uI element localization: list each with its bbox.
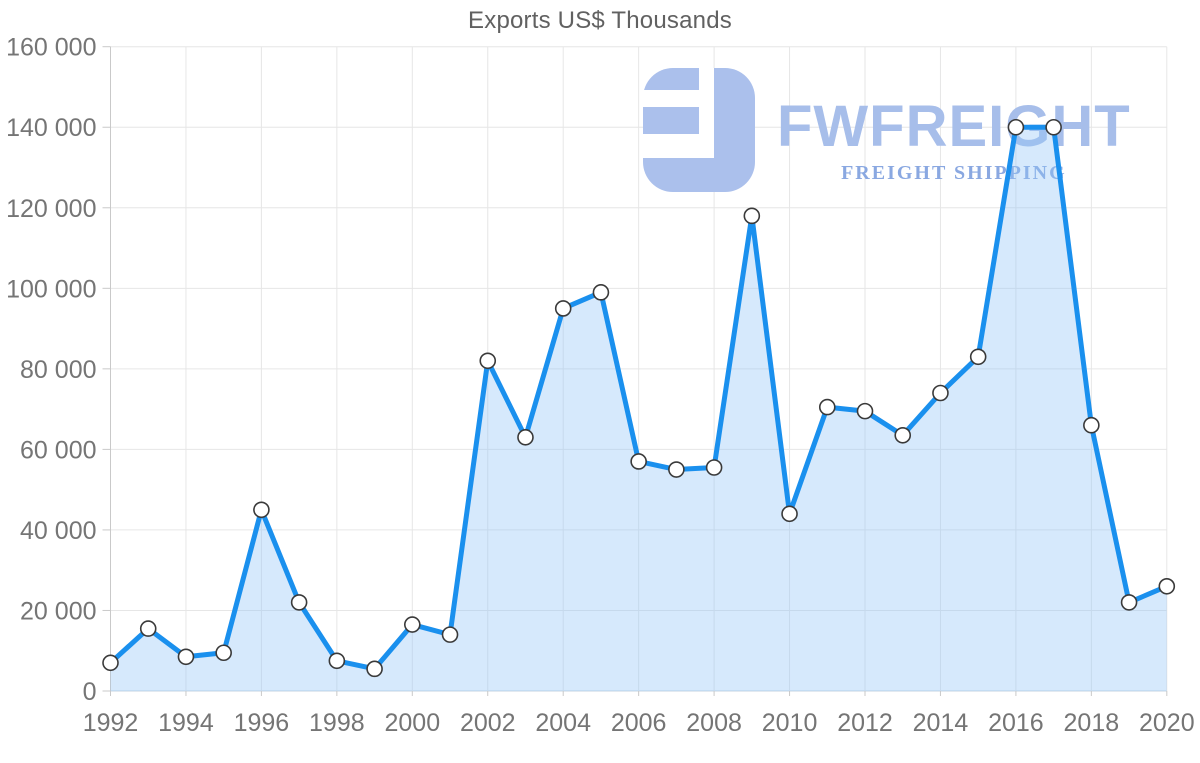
data-point-marker-2015[interactable]	[969, 348, 987, 366]
exports-area-fill	[110, 127, 1167, 692]
data-point-marker-2019[interactable]	[1120, 594, 1138, 611]
x-axis-label: 2004	[535, 709, 591, 737]
data-point-marker-2011[interactable]	[818, 398, 836, 416]
data-point-marker-2014[interactable]	[932, 384, 949, 402]
x-axis-label: 1998	[309, 709, 365, 737]
data-point-marker-2020[interactable]	[1158, 578, 1176, 595]
y-axis-label: 60 000	[20, 436, 96, 464]
x-axis-label: 2002	[460, 709, 516, 737]
data-point-marker-2013[interactable]	[894, 426, 912, 444]
x-axis-label: 2018	[1064, 709, 1120, 737]
data-point-marker-2017[interactable]	[1045, 118, 1062, 136]
y-axis-label: 80 000	[20, 356, 96, 384]
x-axis-label: 2020	[1139, 709, 1195, 737]
data-point-marker-1994[interactable]	[177, 648, 195, 666]
x-axis-label: 2008	[686, 709, 742, 737]
y-axis-label: 100 000	[6, 275, 96, 303]
y-axis-label: 120 000	[6, 195, 96, 223]
data-point-marker-2009[interactable]	[743, 207, 761, 225]
x-axis-label: 2000	[384, 709, 440, 737]
data-point-marker-1993[interactable]	[139, 620, 157, 637]
data-point-marker-2002[interactable]	[479, 352, 497, 370]
y-axis-label: 0	[83, 678, 97, 706]
data-point-marker-1996[interactable]	[253, 501, 270, 519]
data-point-marker-1997[interactable]	[290, 594, 308, 611]
data-point-marker-2010[interactable]	[781, 505, 798, 523]
data-point-marker-2000[interactable]	[403, 616, 421, 633]
y-axis-label: 20 000	[20, 597, 96, 625]
x-axis-label: 2010	[762, 709, 818, 737]
x-axis-label: 2006	[611, 709, 667, 737]
data-point-marker-2004[interactable]	[554, 300, 572, 317]
data-point-marker-2003[interactable]	[517, 429, 534, 446]
data-point-marker-2006[interactable]	[630, 453, 647, 470]
data-point-marker-1995[interactable]	[215, 644, 232, 662]
data-point-marker-2005[interactable]	[592, 284, 610, 301]
x-axis-label: 2012	[837, 709, 893, 737]
chart-title: Exports US$ Thousands	[468, 7, 732, 34]
data-point-marker-2016[interactable]	[1007, 118, 1025, 136]
y-axis-label: 160 000	[6, 34, 96, 62]
y-axis-label: 40 000	[20, 517, 96, 545]
data-point-marker-1999[interactable]	[366, 660, 383, 678]
x-axis-label: 2016	[988, 709, 1044, 737]
data-point-marker-1992[interactable]	[102, 654, 119, 672]
data-point-marker-2001[interactable]	[441, 626, 459, 643]
data-point-marker-2007[interactable]	[668, 461, 685, 478]
x-axis-label: 2014	[913, 709, 969, 737]
x-axis-label: 1992	[83, 709, 139, 737]
y-axis-label: 140 000	[6, 114, 96, 142]
data-point-marker-2018[interactable]	[1083, 416, 1100, 434]
data-point-marker-2008[interactable]	[705, 459, 723, 476]
data-point-marker-2012[interactable]	[856, 402, 874, 420]
x-axis-label: 1994	[158, 709, 214, 737]
data-point-marker-1998[interactable]	[328, 652, 346, 670]
x-axis-label: 1996	[234, 709, 290, 737]
